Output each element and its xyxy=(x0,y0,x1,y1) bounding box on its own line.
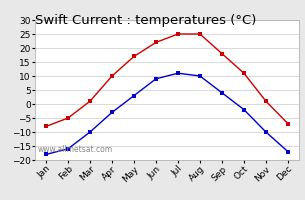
Text: Swift Current : temperatures (°C): Swift Current : temperatures (°C) xyxy=(35,14,257,27)
Text: www.allmetsat.com: www.allmetsat.com xyxy=(38,145,113,154)
